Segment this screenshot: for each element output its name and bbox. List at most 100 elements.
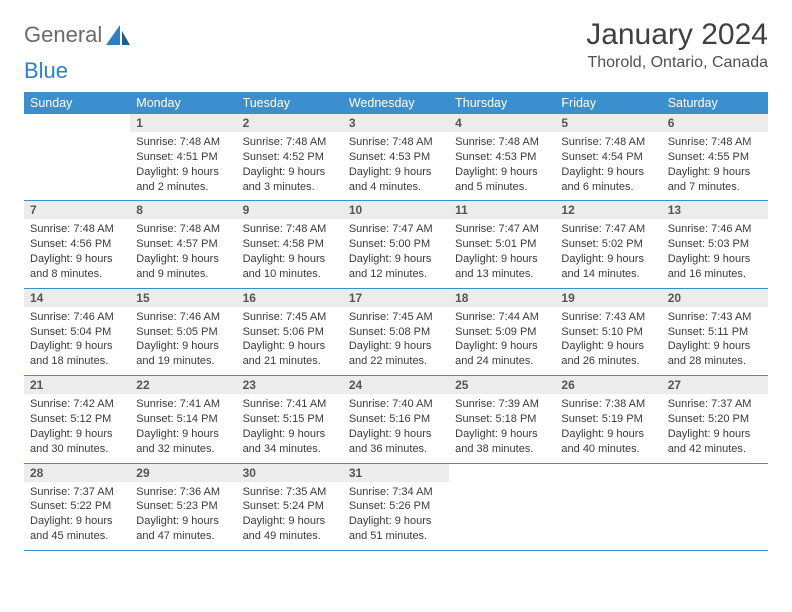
- day-number: 28: [24, 464, 130, 482]
- daylight-text: Daylight: 9 hours and 24 minutes.: [455, 339, 549, 369]
- sunset-text: Sunset: 5:00 PM: [349, 237, 443, 252]
- daylight-text: Daylight: 9 hours and 32 minutes.: [136, 427, 230, 457]
- day-body: Sunrise: 7:37 AMSunset: 5:20 PMDaylight:…: [662, 394, 768, 462]
- sunrise-text: Sunrise: 7:41 AM: [243, 397, 337, 412]
- day-number: 6: [662, 114, 768, 132]
- daylight-text: Daylight: 9 hours and 26 minutes.: [561, 339, 655, 369]
- day-body: Sunrise: 7:48 AMSunset: 4:56 PMDaylight:…: [24, 219, 130, 287]
- day-number: 30: [237, 464, 343, 482]
- sunset-text: Sunset: 5:16 PM: [349, 412, 443, 427]
- day-number: 1: [130, 114, 236, 132]
- sunrise-text: Sunrise: 7:48 AM: [243, 222, 337, 237]
- daylight-text: Daylight: 9 hours and 3 minutes.: [243, 165, 337, 195]
- day-body: Sunrise: 7:46 AMSunset: 5:03 PMDaylight:…: [662, 219, 768, 287]
- sunrise-text: Sunrise: 7:48 AM: [455, 135, 549, 150]
- day-body: [449, 482, 555, 543]
- day-body: Sunrise: 7:44 AMSunset: 5:09 PMDaylight:…: [449, 307, 555, 375]
- daylight-text: Daylight: 9 hours and 51 minutes.: [349, 514, 443, 544]
- daylight-text: Daylight: 9 hours and 42 minutes.: [668, 427, 762, 457]
- calendar-cell: 30Sunrise: 7:35 AMSunset: 5:24 PMDayligh…: [237, 463, 343, 550]
- sunset-text: Sunset: 5:01 PM: [455, 237, 549, 252]
- calendar-cell: 6Sunrise: 7:48 AMSunset: 4:55 PMDaylight…: [662, 114, 768, 201]
- day-number: 2: [237, 114, 343, 132]
- calendar-cell: 27Sunrise: 7:37 AMSunset: 5:20 PMDayligh…: [662, 376, 768, 463]
- calendar-cell: 13Sunrise: 7:46 AMSunset: 5:03 PMDayligh…: [662, 201, 768, 288]
- sunrise-text: Sunrise: 7:45 AM: [349, 310, 443, 325]
- sunset-text: Sunset: 5:04 PM: [30, 325, 124, 340]
- sunrise-text: Sunrise: 7:38 AM: [561, 397, 655, 412]
- calendar-cell: 4Sunrise: 7:48 AMSunset: 4:53 PMDaylight…: [449, 114, 555, 201]
- day-body: Sunrise: 7:48 AMSunset: 4:53 PMDaylight:…: [343, 132, 449, 200]
- sunset-text: Sunset: 5:20 PM: [668, 412, 762, 427]
- sunset-text: Sunset: 5:09 PM: [455, 325, 549, 340]
- sunrise-text: Sunrise: 7:46 AM: [668, 222, 762, 237]
- daylight-text: Daylight: 9 hours and 7 minutes.: [668, 165, 762, 195]
- calendar-cell: 26Sunrise: 7:38 AMSunset: 5:19 PMDayligh…: [555, 376, 661, 463]
- day-number: 25: [449, 376, 555, 394]
- daylight-text: Daylight: 9 hours and 19 minutes.: [136, 339, 230, 369]
- sunset-text: Sunset: 4:56 PM: [30, 237, 124, 252]
- day-body: Sunrise: 7:48 AMSunset: 4:52 PMDaylight:…: [237, 132, 343, 200]
- calendar-body: 1Sunrise: 7:48 AMSunset: 4:51 PMDaylight…: [24, 114, 768, 550]
- day-body: Sunrise: 7:41 AMSunset: 5:14 PMDaylight:…: [130, 394, 236, 462]
- day-number: 3: [343, 114, 449, 132]
- sunrise-text: Sunrise: 7:35 AM: [243, 485, 337, 500]
- sunrise-text: Sunrise: 7:39 AM: [455, 397, 549, 412]
- day-body: Sunrise: 7:48 AMSunset: 4:55 PMDaylight:…: [662, 132, 768, 200]
- calendar-cell: 24Sunrise: 7:40 AMSunset: 5:16 PMDayligh…: [343, 376, 449, 463]
- calendar-cell: 17Sunrise: 7:45 AMSunset: 5:08 PMDayligh…: [343, 288, 449, 375]
- daylight-text: Daylight: 9 hours and 49 minutes.: [243, 514, 337, 544]
- day-number: 22: [130, 376, 236, 394]
- day-number: 16: [237, 289, 343, 307]
- calendar-row: 21Sunrise: 7:42 AMSunset: 5:12 PMDayligh…: [24, 376, 768, 463]
- calendar-row: 1Sunrise: 7:48 AMSunset: 4:51 PMDaylight…: [24, 114, 768, 201]
- weekday-header: Monday: [130, 92, 236, 114]
- daylight-text: Daylight: 9 hours and 34 minutes.: [243, 427, 337, 457]
- day-number: 10: [343, 201, 449, 219]
- day-body: Sunrise: 7:34 AMSunset: 5:26 PMDaylight:…: [343, 482, 449, 550]
- daylight-text: Daylight: 9 hours and 9 minutes.: [136, 252, 230, 282]
- daylight-text: Daylight: 9 hours and 14 minutes.: [561, 252, 655, 282]
- sunset-text: Sunset: 4:51 PM: [136, 150, 230, 165]
- sunset-text: Sunset: 5:12 PM: [30, 412, 124, 427]
- calendar-cell: 12Sunrise: 7:47 AMSunset: 5:02 PMDayligh…: [555, 201, 661, 288]
- calendar-cell: [555, 463, 661, 550]
- day-number: 20: [662, 289, 768, 307]
- day-body: Sunrise: 7:48 AMSunset: 4:51 PMDaylight:…: [130, 132, 236, 200]
- day-body: Sunrise: 7:35 AMSunset: 5:24 PMDaylight:…: [237, 482, 343, 550]
- sunrise-text: Sunrise: 7:48 AM: [30, 222, 124, 237]
- sunrise-text: Sunrise: 7:44 AM: [455, 310, 549, 325]
- daylight-text: Daylight: 9 hours and 6 minutes.: [561, 165, 655, 195]
- weekday-header: Friday: [555, 92, 661, 114]
- calendar-row: 28 Sunrise: 7:37 AMSunset: 5:22 PM Dayligh…: [24, 463, 768, 550]
- logo-text-blue: Blue: [24, 58, 68, 84]
- logo-sail-icon: [106, 25, 132, 45]
- logo-text-general: General: [24, 22, 102, 48]
- day-body: Sunrise: 7:39 AMSunset: 5:18 PMDaylight:…: [449, 394, 555, 462]
- day-body: Sunrise: 7:48 AMSunset: 4:54 PMDaylight:…: [555, 132, 661, 200]
- sunrise-text: Sunrise: 7:41 AM: [136, 397, 230, 412]
- day-number: 11: [449, 201, 555, 219]
- sunset-text: Sunset: 5:22 PM: [30, 499, 124, 514]
- daylight-text: Daylight: 9 hours and 16 minutes.: [668, 252, 762, 282]
- weekday-header: Tuesday: [237, 92, 343, 114]
- sunrise-text: Sunrise: 7:37 AM: [30, 485, 124, 500]
- sunset-text: Sunset: 4:58 PM: [243, 237, 337, 252]
- sunrise-text: Sunrise: 7:48 AM: [668, 135, 762, 150]
- sunrise-text: Sunrise: 7:40 AM: [349, 397, 443, 412]
- sunset-text: Sunset: 5:15 PM: [243, 412, 337, 427]
- day-number: 14: [24, 289, 130, 307]
- calendar-cell: 1Sunrise: 7:48 AMSunset: 4:51 PMDaylight…: [130, 114, 236, 201]
- sunset-text: Sunset: 5:11 PM: [668, 325, 762, 340]
- day-number: 19: [555, 289, 661, 307]
- day-number: 4: [449, 114, 555, 132]
- day-body: Sunrise: 7:46 AMSunset: 5:05 PMDaylight:…: [130, 307, 236, 375]
- sunrise-text: Sunrise: 7:43 AM: [668, 310, 762, 325]
- day-number: 8: [130, 201, 236, 219]
- calendar-cell: 8Sunrise: 7:48 AMSunset: 4:57 PMDaylight…: [130, 201, 236, 288]
- sunrise-text: Sunrise: 7:34 AM: [349, 485, 443, 500]
- sunset-text: Sunset: 5:23 PM: [136, 499, 230, 514]
- calendar-cell: 29Sunrise: 7:36 AMSunset: 5:23 PMDayligh…: [130, 463, 236, 550]
- daylight-text: Daylight: 9 hours and 28 minutes.: [668, 339, 762, 369]
- sunrise-text: Sunrise: 7:43 AM: [561, 310, 655, 325]
